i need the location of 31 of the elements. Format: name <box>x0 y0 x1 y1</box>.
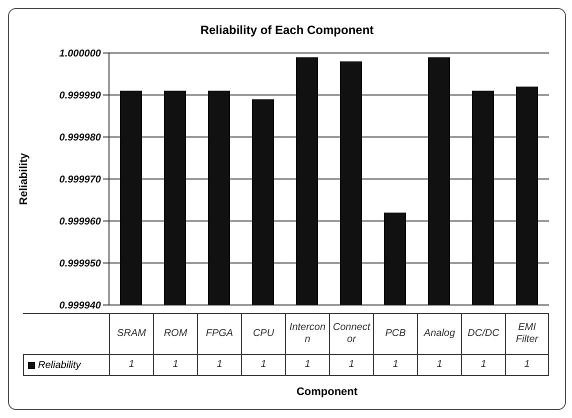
x-tick-label: FPGA <box>197 314 241 354</box>
x-tick-label: DC/DC <box>461 314 505 354</box>
y-tick-label: 0.999970 <box>59 174 102 186</box>
data-label: 1 <box>329 355 373 375</box>
x-axis-title: Component <box>295 386 359 398</box>
data-label: 1 <box>285 355 329 375</box>
x-tick-label: SRAM <box>109 314 153 354</box>
y-tick-label: 1.000000 <box>59 48 102 60</box>
x-tick-label: ROM <box>153 314 197 354</box>
x-tick-label: PCB <box>373 314 417 354</box>
y-axis-title: Reliability <box>18 152 30 205</box>
x-tick-label: Connector <box>329 314 373 354</box>
y-tick-label: 0.999980 <box>59 132 102 144</box>
x-tick-label: EMI Filter <box>505 314 549 354</box>
x-tick-label: Analog <box>417 314 461 354</box>
x-tick-label: CPU <box>241 314 285 354</box>
y-tick-label: 0.999990 <box>59 90 102 102</box>
y-tick-label: 0.999940 <box>59 300 102 312</box>
chart-title: Reliability of Each Component <box>199 23 375 37</box>
y-tick-label: 0.999960 <box>59 216 102 228</box>
data-label: 1 <box>461 355 505 375</box>
data-label: 1 <box>241 355 285 375</box>
data-label: 1 <box>505 355 549 375</box>
data-label: 1 <box>373 355 417 375</box>
legend-label: Reliability <box>38 360 81 370</box>
data-label: 1 <box>153 355 197 375</box>
y-tick-label: 0.999950 <box>59 258 102 270</box>
data-label: 1 <box>197 355 241 375</box>
x-tick-label: Interconn <box>285 314 329 354</box>
data-label: 1 <box>417 355 461 375</box>
data-label: 1 <box>109 355 153 375</box>
